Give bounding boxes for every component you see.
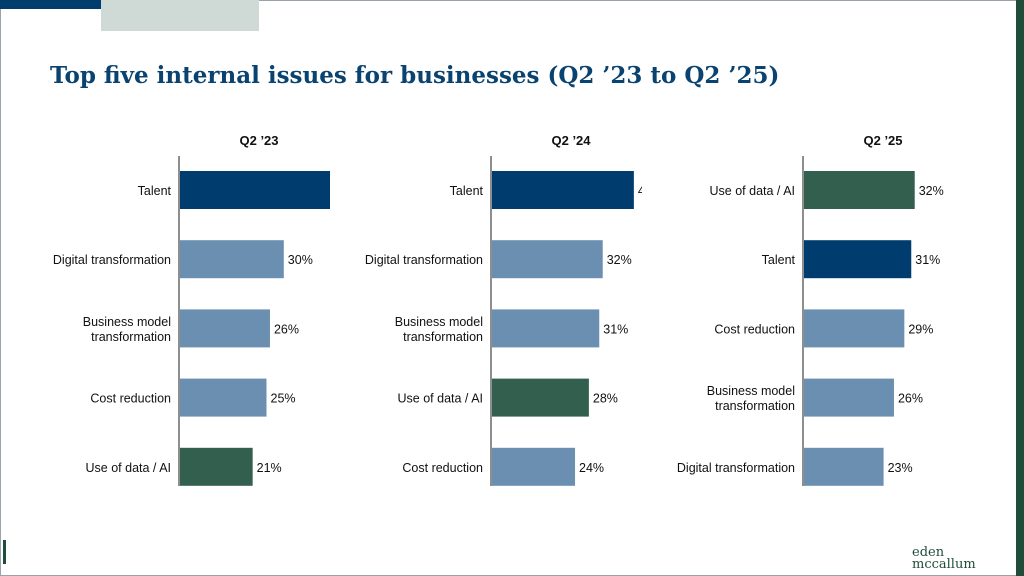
category-label: Talent (762, 253, 796, 267)
category-label: Use of data / AI (398, 392, 483, 406)
chart-title: Q2 ’23 (239, 133, 278, 148)
chart-q2-25: Q2 ’25 32% Use of data / AI 31% Talent 29% Cos… (624, 126, 954, 496)
category-label-line: Digital transformation (365, 253, 483, 267)
data-label: 26% (898, 392, 923, 406)
category-label: Business model transformation (395, 315, 483, 344)
category-label: Digital transformation (677, 461, 795, 475)
category-label-line: transformation (91, 330, 171, 344)
category-label-line: Cost reduction (714, 322, 795, 336)
bar (804, 171, 915, 209)
logo-line-2: mccallum (912, 557, 976, 572)
category-label-line: Use of data / AI (86, 461, 171, 475)
category-label-line: Business model (707, 384, 795, 398)
left-edge-mark (3, 540, 6, 564)
category-label-line: Business model (83, 315, 171, 329)
category-label-line: Use of data / AI (710, 184, 795, 198)
bar (180, 171, 343, 209)
data-label: 26% (274, 322, 299, 336)
category-label-line: Talent (138, 184, 172, 198)
bar (180, 309, 270, 348)
logo-line-1: eden (912, 545, 945, 560)
chart-title: Q2 ’24 (551, 133, 591, 148)
bar (804, 309, 905, 348)
category-label: Business model transformation (707, 384, 795, 413)
data-label: 30% (288, 253, 313, 267)
data-label: 32% (919, 184, 944, 198)
category-label: Digital transformation (365, 253, 483, 267)
bar (804, 447, 884, 486)
category-label: Cost reduction (90, 392, 171, 406)
category-label-line: Talent (450, 184, 484, 198)
company-logo: eden mccallum (912, 545, 976, 572)
right-edge-bar (1016, 0, 1024, 576)
top-accent-block (101, 0, 259, 31)
category-label: Cost reduction (714, 322, 795, 336)
data-label: 29% (908, 322, 933, 336)
data-label: 31% (603, 322, 628, 336)
category-label: Digital transformation (53, 253, 171, 267)
slide-title: Top five internal issues for businesses … (50, 62, 780, 89)
data-label: 25% (271, 392, 296, 406)
data-label: 31% (915, 253, 940, 267)
chart-svg: Q2 ’25 32% Use of data / AI 31% Talent 29% Cos… (677, 133, 944, 486)
top-accent-bar (0, 0, 188, 9)
category-label-line: Digital transformation (53, 253, 171, 267)
bar (492, 447, 576, 486)
data-label: 21% (257, 461, 282, 475)
bar (180, 447, 253, 486)
category-label-line: Cost reduction (402, 461, 483, 475)
data-label: 32% (607, 253, 632, 267)
bar (804, 378, 894, 417)
bar (492, 309, 600, 348)
bar (180, 240, 284, 279)
category-label-line: transformation (715, 399, 795, 413)
category-label: Use of data / AI (86, 461, 171, 475)
bar (180, 378, 267, 417)
bar (492, 171, 634, 209)
category-label: Business model transformation (83, 315, 171, 344)
category-label-line: transformation (403, 330, 483, 344)
chart-title: Q2 ’25 (863, 133, 902, 148)
category-label: Talent (138, 184, 172, 198)
category-label-line: Use of data / AI (398, 392, 483, 406)
bar (492, 378, 589, 417)
data-label: 24% (579, 461, 604, 475)
category-label-line: Talent (762, 253, 796, 267)
category-label: Cost reduction (402, 461, 483, 475)
data-label: 23% (888, 461, 913, 475)
bar (492, 240, 603, 279)
category-label-line: Digital transformation (677, 461, 795, 475)
category-label: Talent (450, 184, 484, 198)
data-label: 28% (593, 392, 618, 406)
category-label-line: Business model (395, 315, 483, 329)
category-label-line: Cost reduction (90, 392, 171, 406)
bar (804, 240, 912, 279)
category-label: Use of data / AI (710, 184, 795, 198)
